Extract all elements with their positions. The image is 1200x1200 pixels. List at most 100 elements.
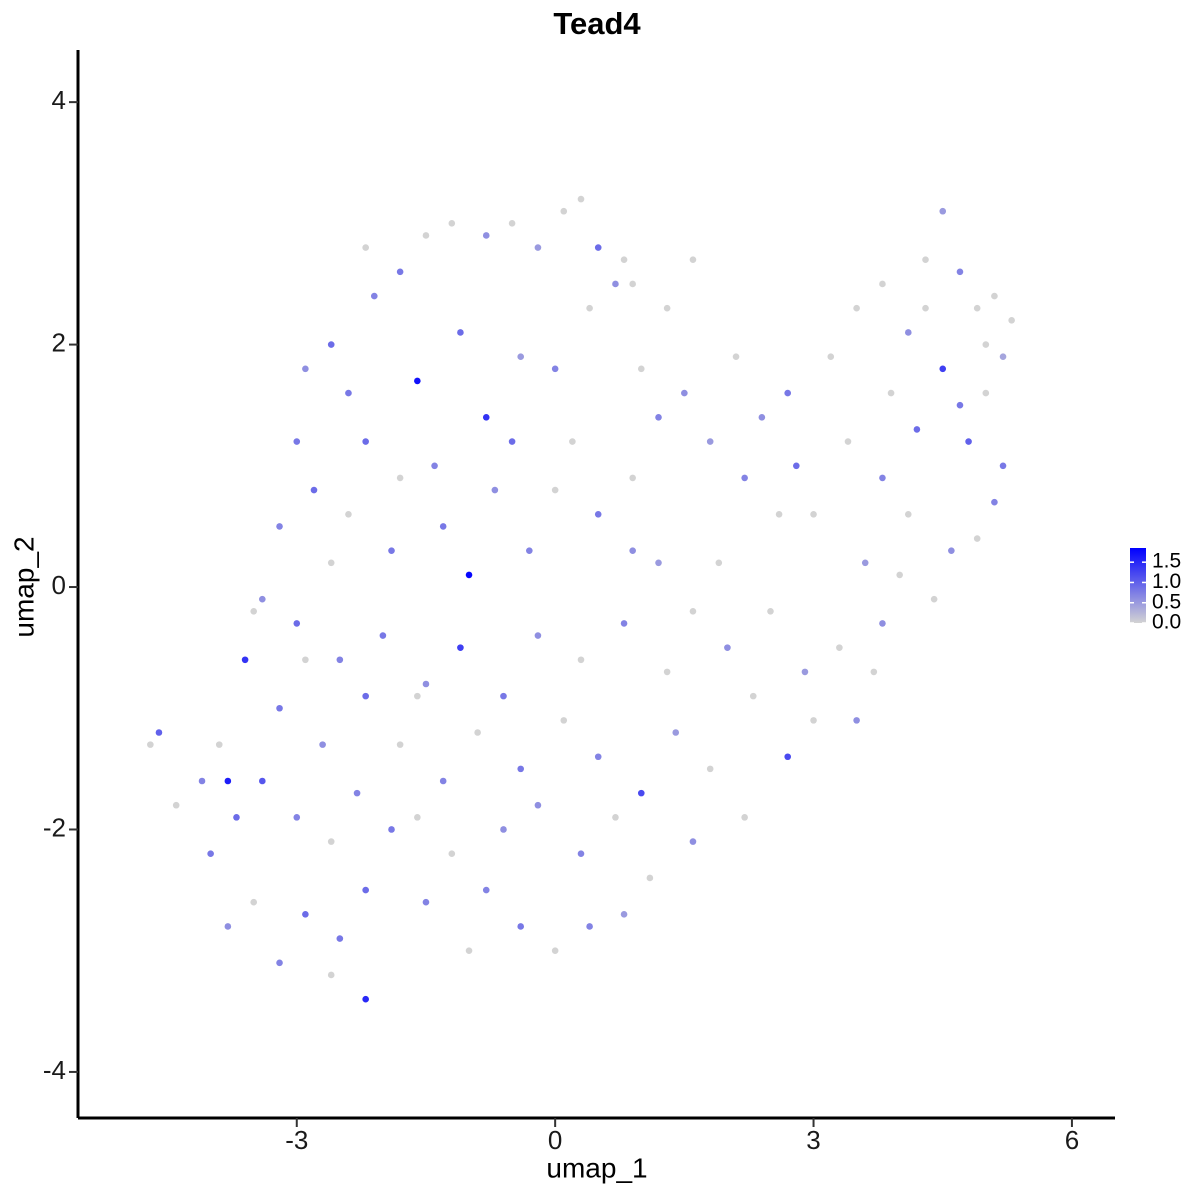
colorbar-label: 1.0: [1152, 570, 1181, 593]
cell-point: [482, 232, 490, 239]
cell-point: [500, 692, 507, 700]
cell-point: [422, 898, 430, 906]
cell-point: [482, 414, 490, 421]
cell-point: [620, 256, 628, 264]
cell-point: [362, 244, 369, 251]
cell-point: [241, 656, 249, 664]
x-axis-label: umap_1: [546, 1152, 647, 1183]
cell-point: [879, 474, 886, 482]
cell-point: [913, 426, 921, 433]
cell-point: [577, 656, 585, 664]
cell-point: [155, 729, 163, 736]
cell-point: [663, 668, 671, 676]
cell-point: [370, 292, 378, 300]
cell-point: [345, 510, 352, 518]
cell-point: [439, 523, 447, 530]
cell-point: [560, 207, 568, 215]
cell-point: [689, 256, 697, 264]
cell-point: [422, 232, 430, 239]
cell-point: [414, 692, 421, 700]
cell-point: [939, 207, 947, 215]
cell-point: [293, 814, 301, 821]
cell-point: [448, 850, 456, 858]
cell-point: [534, 632, 542, 639]
cell-point: [689, 607, 697, 615]
cell-point: [336, 656, 344, 664]
cell-point: [991, 292, 998, 300]
colorbar-label: 0.5: [1152, 590, 1181, 613]
cell-point: [956, 401, 964, 409]
cell-point: [793, 462, 800, 470]
cell-point: [861, 559, 869, 567]
cell-point: [551, 486, 559, 494]
cell-point: [629, 547, 636, 554]
cell-point: [999, 353, 1007, 361]
cell-point: [594, 510, 602, 518]
cell-point: [172, 801, 180, 809]
cell-point: [215, 741, 223, 748]
cell-point: [302, 656, 309, 664]
cell-point: [388, 547, 395, 554]
cell-point: [560, 717, 568, 724]
cell-point: [207, 850, 214, 858]
cell-point: [775, 510, 783, 518]
cell-point: [629, 474, 636, 482]
cell-point: [327, 971, 335, 979]
cell-point: [250, 607, 258, 615]
cell-point: [500, 826, 507, 833]
y-tick-label: 4: [52, 85, 66, 115]
cell-point: [637, 365, 645, 373]
cell-point: [1008, 317, 1015, 324]
cell-point: [491, 486, 499, 494]
cell-point: [715, 559, 723, 567]
cell-point: [655, 414, 662, 421]
cell-point: [345, 389, 352, 397]
cell-point: [853, 304, 860, 312]
cell-point: [904, 329, 912, 336]
cell-point: [465, 947, 473, 955]
cell-point: [526, 547, 533, 554]
cell-point: [594, 753, 602, 761]
cell-point: [250, 898, 258, 906]
cell-point: [327, 341, 335, 348]
cell-point: [224, 923, 232, 930]
cell-point: [904, 510, 912, 518]
cell-point: [233, 814, 240, 821]
cell-point: [896, 571, 903, 579]
cell-point: [551, 947, 559, 955]
cell-point: [259, 777, 266, 785]
cell-point: [991, 498, 998, 506]
x-tick-label: 0: [548, 1125, 562, 1155]
cell-point: [663, 304, 671, 312]
cell-point: [758, 414, 766, 421]
cell-point: [353, 789, 361, 797]
cell-point: [887, 389, 895, 397]
cell-point: [577, 850, 585, 858]
cell-point: [836, 644, 843, 651]
cell-point: [396, 741, 404, 748]
cell-point: [801, 668, 809, 676]
cell-point: [577, 195, 585, 203]
cell-point: [310, 486, 318, 494]
colorbar: [1130, 548, 1146, 623]
cell-point: [259, 595, 266, 603]
cell-point: [327, 559, 335, 567]
cell-point: [439, 777, 447, 785]
cell-point: [302, 365, 309, 373]
cell-point: [414, 814, 421, 821]
cell-point: [198, 777, 206, 785]
y-tick-label: 0: [52, 570, 66, 600]
cell-point: [973, 304, 981, 312]
cell-point: [327, 838, 335, 845]
cell-point: [982, 389, 990, 397]
cell-point: [586, 923, 593, 930]
cell-point: [810, 717, 817, 724]
cell-point: [706, 438, 714, 445]
cell-point: [457, 644, 464, 651]
cell-point: [956, 268, 964, 276]
cell-point: [879, 280, 886, 288]
cell-point: [517, 923, 525, 930]
cell-point: [517, 353, 525, 361]
cell-point: [965, 438, 972, 445]
